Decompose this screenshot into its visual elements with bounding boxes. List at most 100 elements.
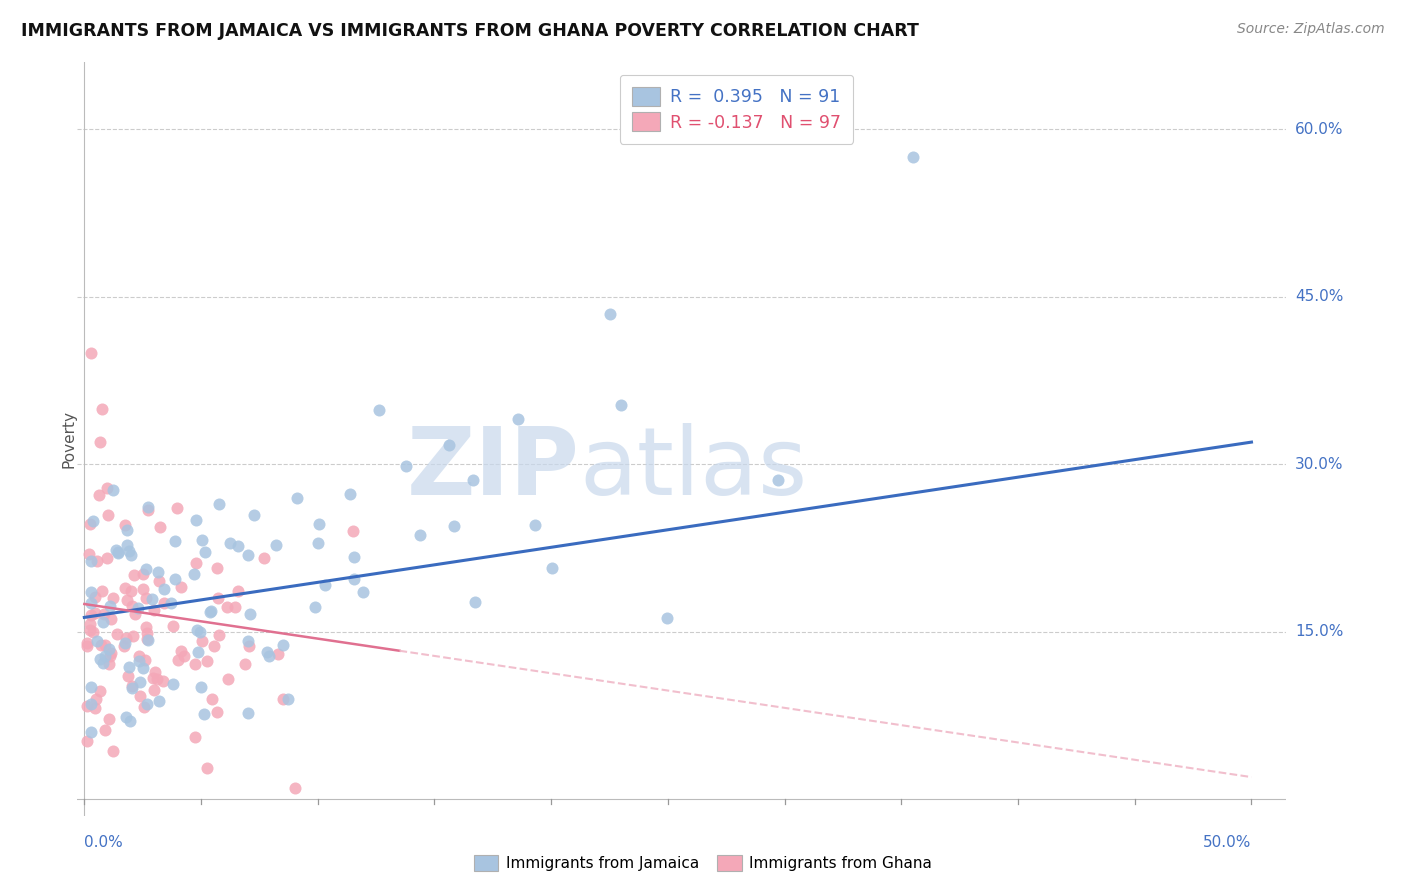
Point [107, 544, 129, 558]
Point [267, 647, 290, 661]
Point [96, 481, 118, 495]
Point [90, 401, 112, 416]
Point [170, 580, 193, 594]
Point [129, 674, 152, 689]
Point [215, 600, 238, 615]
Point [131, 582, 153, 597]
Point [76, 636, 98, 650]
Point [219, 535, 242, 549]
Point [277, 692, 299, 706]
Point [115, 538, 138, 552]
Point [100, 612, 122, 626]
Point [132, 661, 155, 675]
Point [184, 730, 207, 744]
Point [464, 595, 486, 609]
Point [541, 560, 564, 574]
Point [190, 624, 212, 639]
Point [120, 584, 142, 599]
Point [89, 651, 111, 665]
Point [524, 517, 547, 532]
Point [118, 714, 141, 728]
Point [89, 488, 111, 502]
Point [195, 761, 218, 775]
Point [408, 528, 430, 542]
Point [114, 636, 136, 650]
Point [307, 536, 329, 550]
Point [766, 473, 789, 487]
Point [170, 644, 193, 658]
Point [84, 590, 107, 604]
Point [437, 438, 460, 452]
Point [114, 581, 136, 595]
Text: 15.0%: 15.0% [1295, 624, 1343, 640]
Point [271, 638, 294, 652]
Point [148, 693, 170, 707]
Point [339, 487, 361, 501]
Point [368, 403, 391, 417]
Point [242, 508, 264, 522]
Point [122, 629, 145, 643]
Point [83, 606, 105, 620]
Point [236, 706, 259, 721]
Point [136, 503, 159, 517]
Point [284, 781, 307, 796]
Point [115, 631, 138, 645]
Point [166, 501, 188, 516]
Legend: Immigrants from Jamaica, Immigrants from Ghana: Immigrants from Jamaica, Immigrants from… [468, 849, 938, 877]
Point [79, 616, 101, 631]
Point [136, 500, 159, 514]
Point [141, 591, 163, 606]
Point [205, 561, 228, 575]
Text: IMMIGRANTS FROM JAMAICA VS IMMIGRANTS FROM GHANA POVERTY CORRELATION CHART: IMMIGRANTS FROM JAMAICA VS IMMIGRANTS FR… [21, 22, 920, 40]
Point [79, 547, 101, 561]
Text: atlas: atlas [579, 424, 807, 516]
Point [80, 554, 103, 568]
Point [128, 648, 150, 663]
Point [343, 572, 366, 586]
Text: 0.0%: 0.0% [84, 835, 124, 850]
Point [149, 520, 172, 534]
Point [135, 625, 157, 640]
Point [118, 660, 141, 674]
Point [121, 599, 143, 613]
Point [657, 610, 679, 624]
Point [599, 307, 621, 321]
Point [89, 435, 111, 450]
Point [122, 568, 145, 582]
Point [143, 665, 166, 680]
Point [226, 540, 249, 554]
Point [186, 623, 208, 637]
Point [146, 672, 169, 686]
Point [98, 657, 121, 671]
Point [191, 634, 214, 648]
Point [90, 638, 112, 652]
Point [135, 562, 157, 576]
Point [142, 683, 165, 698]
Point [80, 698, 103, 712]
Point [217, 672, 239, 686]
Point [208, 497, 231, 511]
Point [91, 615, 114, 629]
Point [97, 642, 120, 657]
Point [127, 600, 149, 615]
Point [153, 596, 176, 610]
Point [98, 599, 121, 613]
Point [80, 585, 103, 599]
Point [173, 648, 195, 663]
Point [207, 591, 229, 605]
Point [395, 458, 418, 473]
Point [162, 619, 184, 633]
Point [76, 639, 98, 653]
Point [314, 577, 336, 591]
Point [93, 607, 115, 622]
Point [609, 398, 631, 412]
Point [201, 692, 224, 706]
Point [183, 567, 205, 582]
Point [86, 554, 108, 568]
Point [224, 599, 246, 614]
Point [200, 604, 222, 618]
Point [100, 646, 122, 660]
Point [238, 548, 260, 562]
Point [128, 654, 150, 668]
Point [135, 697, 157, 711]
